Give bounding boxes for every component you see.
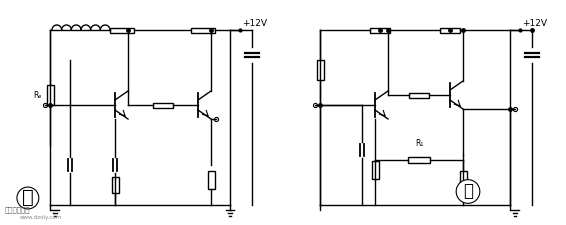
Bar: [408, 157, 430, 163]
Text: Rₑ: Rₑ: [34, 90, 42, 99]
Text: ④: ④: [463, 183, 473, 200]
Bar: [316, 60, 324, 80]
Bar: [409, 92, 429, 97]
Text: 电子制作天地: 电子制作天地: [5, 206, 31, 213]
Bar: [191, 27, 215, 32]
Bar: [112, 177, 118, 193]
Text: +12V: +12V: [522, 19, 547, 28]
Bar: [370, 27, 390, 32]
Bar: [440, 27, 460, 32]
Bar: [110, 27, 134, 32]
Bar: [153, 103, 173, 108]
Bar: [46, 85, 54, 105]
Bar: [371, 161, 379, 179]
Text: ③: ③: [22, 189, 34, 207]
Bar: [460, 171, 466, 189]
Text: www.dzdiy.com: www.dzdiy.com: [20, 215, 62, 220]
Bar: [208, 171, 215, 189]
Text: R₁: R₁: [415, 139, 423, 148]
Text: +12V: +12V: [242, 19, 267, 28]
